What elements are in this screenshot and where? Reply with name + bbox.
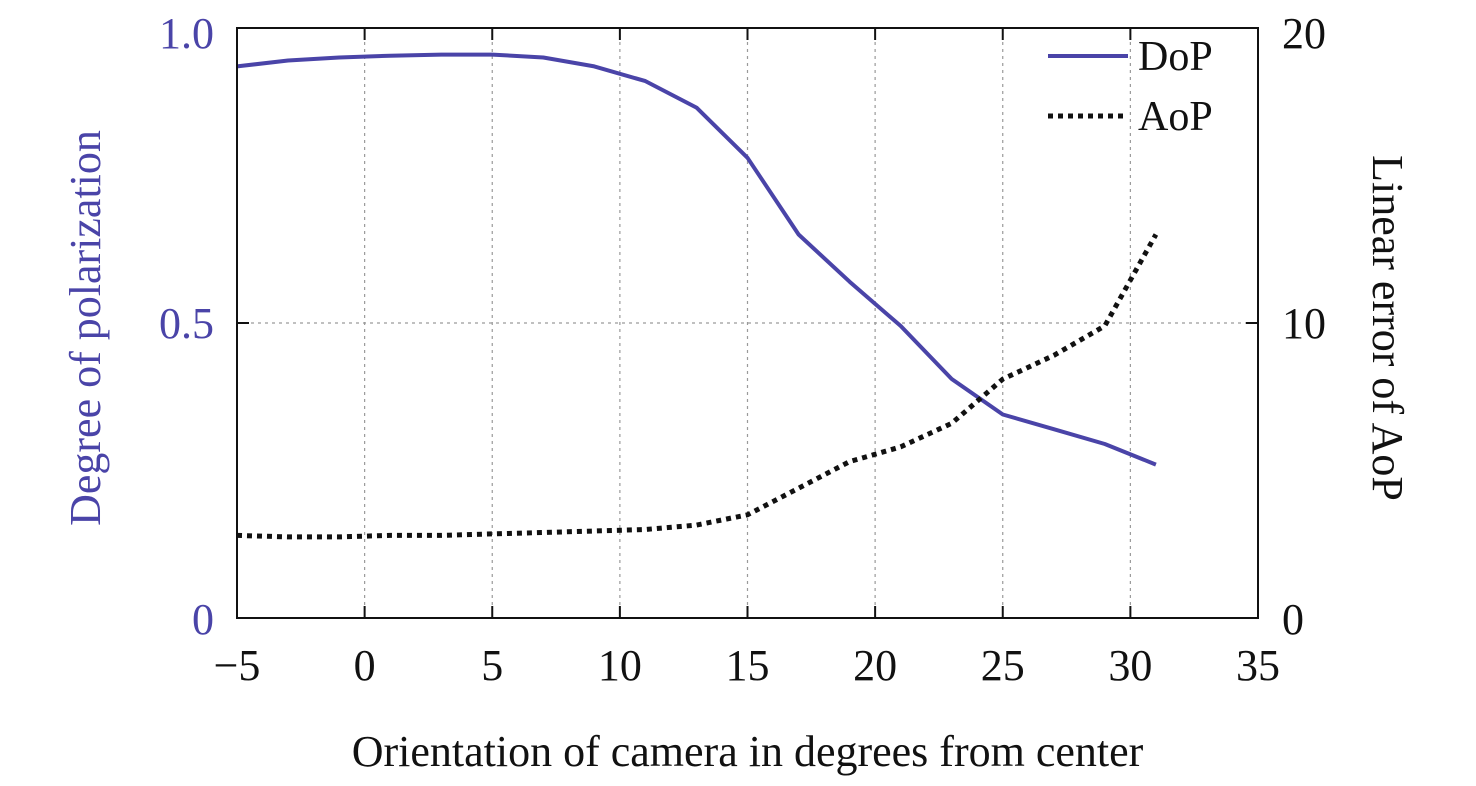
x-tick-label: 0 [354, 641, 376, 690]
x-tick-label: 35 [1236, 641, 1280, 690]
y2-tick-label: 20 [1282, 9, 1326, 58]
y-tick-label: 1.0 [159, 9, 214, 58]
y-tick-label: 0.5 [159, 299, 214, 348]
x-tick-label: 15 [726, 641, 770, 690]
y2-tick-label: 10 [1282, 299, 1326, 348]
tick-marks [236, 27, 1259, 619]
series-line-dop [236, 52, 1157, 467]
x-axis-title: Orientation of camera in degrees from ce… [352, 727, 1144, 776]
x-tick-label: 20 [853, 641, 897, 690]
x-tick-label: 5 [481, 641, 503, 690]
x-tick-label: −5 [214, 641, 261, 690]
legend-label-aop: AoP [1138, 94, 1213, 140]
y-axis-title: Degree of polarization [61, 130, 110, 526]
grid-lines [237, 28, 1258, 618]
legend-label-dop: DoP [1138, 34, 1213, 80]
x-tick-label: 30 [1108, 641, 1152, 690]
series-lines [236, 52, 1159, 540]
y-tick-label: 0 [192, 595, 214, 644]
y2-axis-title: Linear error of AoP [1363, 155, 1412, 501]
legend: DoP AoP [1048, 34, 1213, 140]
series-line-aop [236, 233, 1159, 540]
x-tick-label: 10 [598, 641, 642, 690]
y2-tick-label: 0 [1282, 595, 1304, 644]
x-tick-label: 25 [981, 641, 1025, 690]
